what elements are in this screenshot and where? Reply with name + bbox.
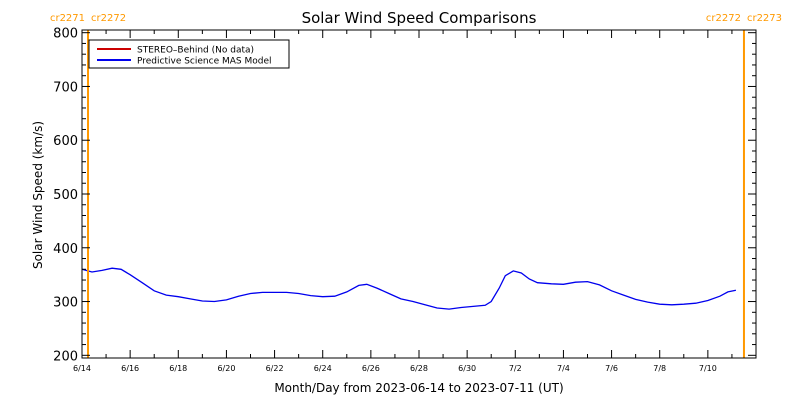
y-tick-label: 800: [53, 27, 78, 42]
x-tick-label: 6/14: [73, 364, 91, 373]
y-tick-label: 600: [53, 134, 78, 149]
x-tick-label: 7/10: [699, 364, 717, 373]
chart-title: Solar Wind Speed Comparisons: [302, 9, 537, 27]
x-tick-label: 6/22: [266, 364, 284, 373]
carrington-label: cr2272: [91, 13, 126, 24]
x-tick-label: 6/24: [314, 364, 332, 373]
series-line-1: [81, 267, 737, 310]
carrington-label: cr2272: [706, 13, 741, 24]
y-tick-label: 200: [53, 349, 78, 364]
legend-box: [88, 39, 290, 69]
y-tick-label: 700: [53, 80, 78, 95]
y-tick-label: 500: [53, 188, 78, 203]
x-tick-label: 6/20: [217, 364, 235, 373]
legend: STEREO–Behind (No data)Predictive Scienc…: [88, 39, 290, 69]
y-tick-label: 400: [53, 242, 78, 257]
legend-entry-label: STEREO–Behind (No data): [137, 46, 254, 56]
x-tick-label: 7/2: [509, 364, 522, 373]
x-tick-label: 6/30: [458, 364, 476, 373]
carrington-label: cr2271: [50, 13, 85, 24]
x-tick-label: 6/16: [121, 364, 139, 373]
x-tick-label: 6/18: [169, 364, 187, 373]
x-tick-label: 7/4: [557, 364, 570, 373]
x-tick-label: 6/26: [362, 364, 380, 373]
y-tick-label: 300: [53, 296, 78, 311]
y-axis-label: Solar Wind Speed (km/s): [31, 121, 45, 269]
x-tick-label: 7/6: [605, 364, 618, 373]
plot-layer: cr2271 cr2272 cr2272 cr2273 200 300 400 500 600 7…: [50, 13, 782, 373]
x-axis-label: Month/Day from 2023-06-14 to 2023-07-11 …: [274, 381, 563, 395]
x-tick-label: 6/28: [410, 364, 428, 373]
x-tick-label: 7/8: [653, 364, 666, 373]
legend-entry-label: Predictive Science MAS Model: [137, 57, 272, 67]
carrington-label: cr2273: [747, 13, 782, 24]
